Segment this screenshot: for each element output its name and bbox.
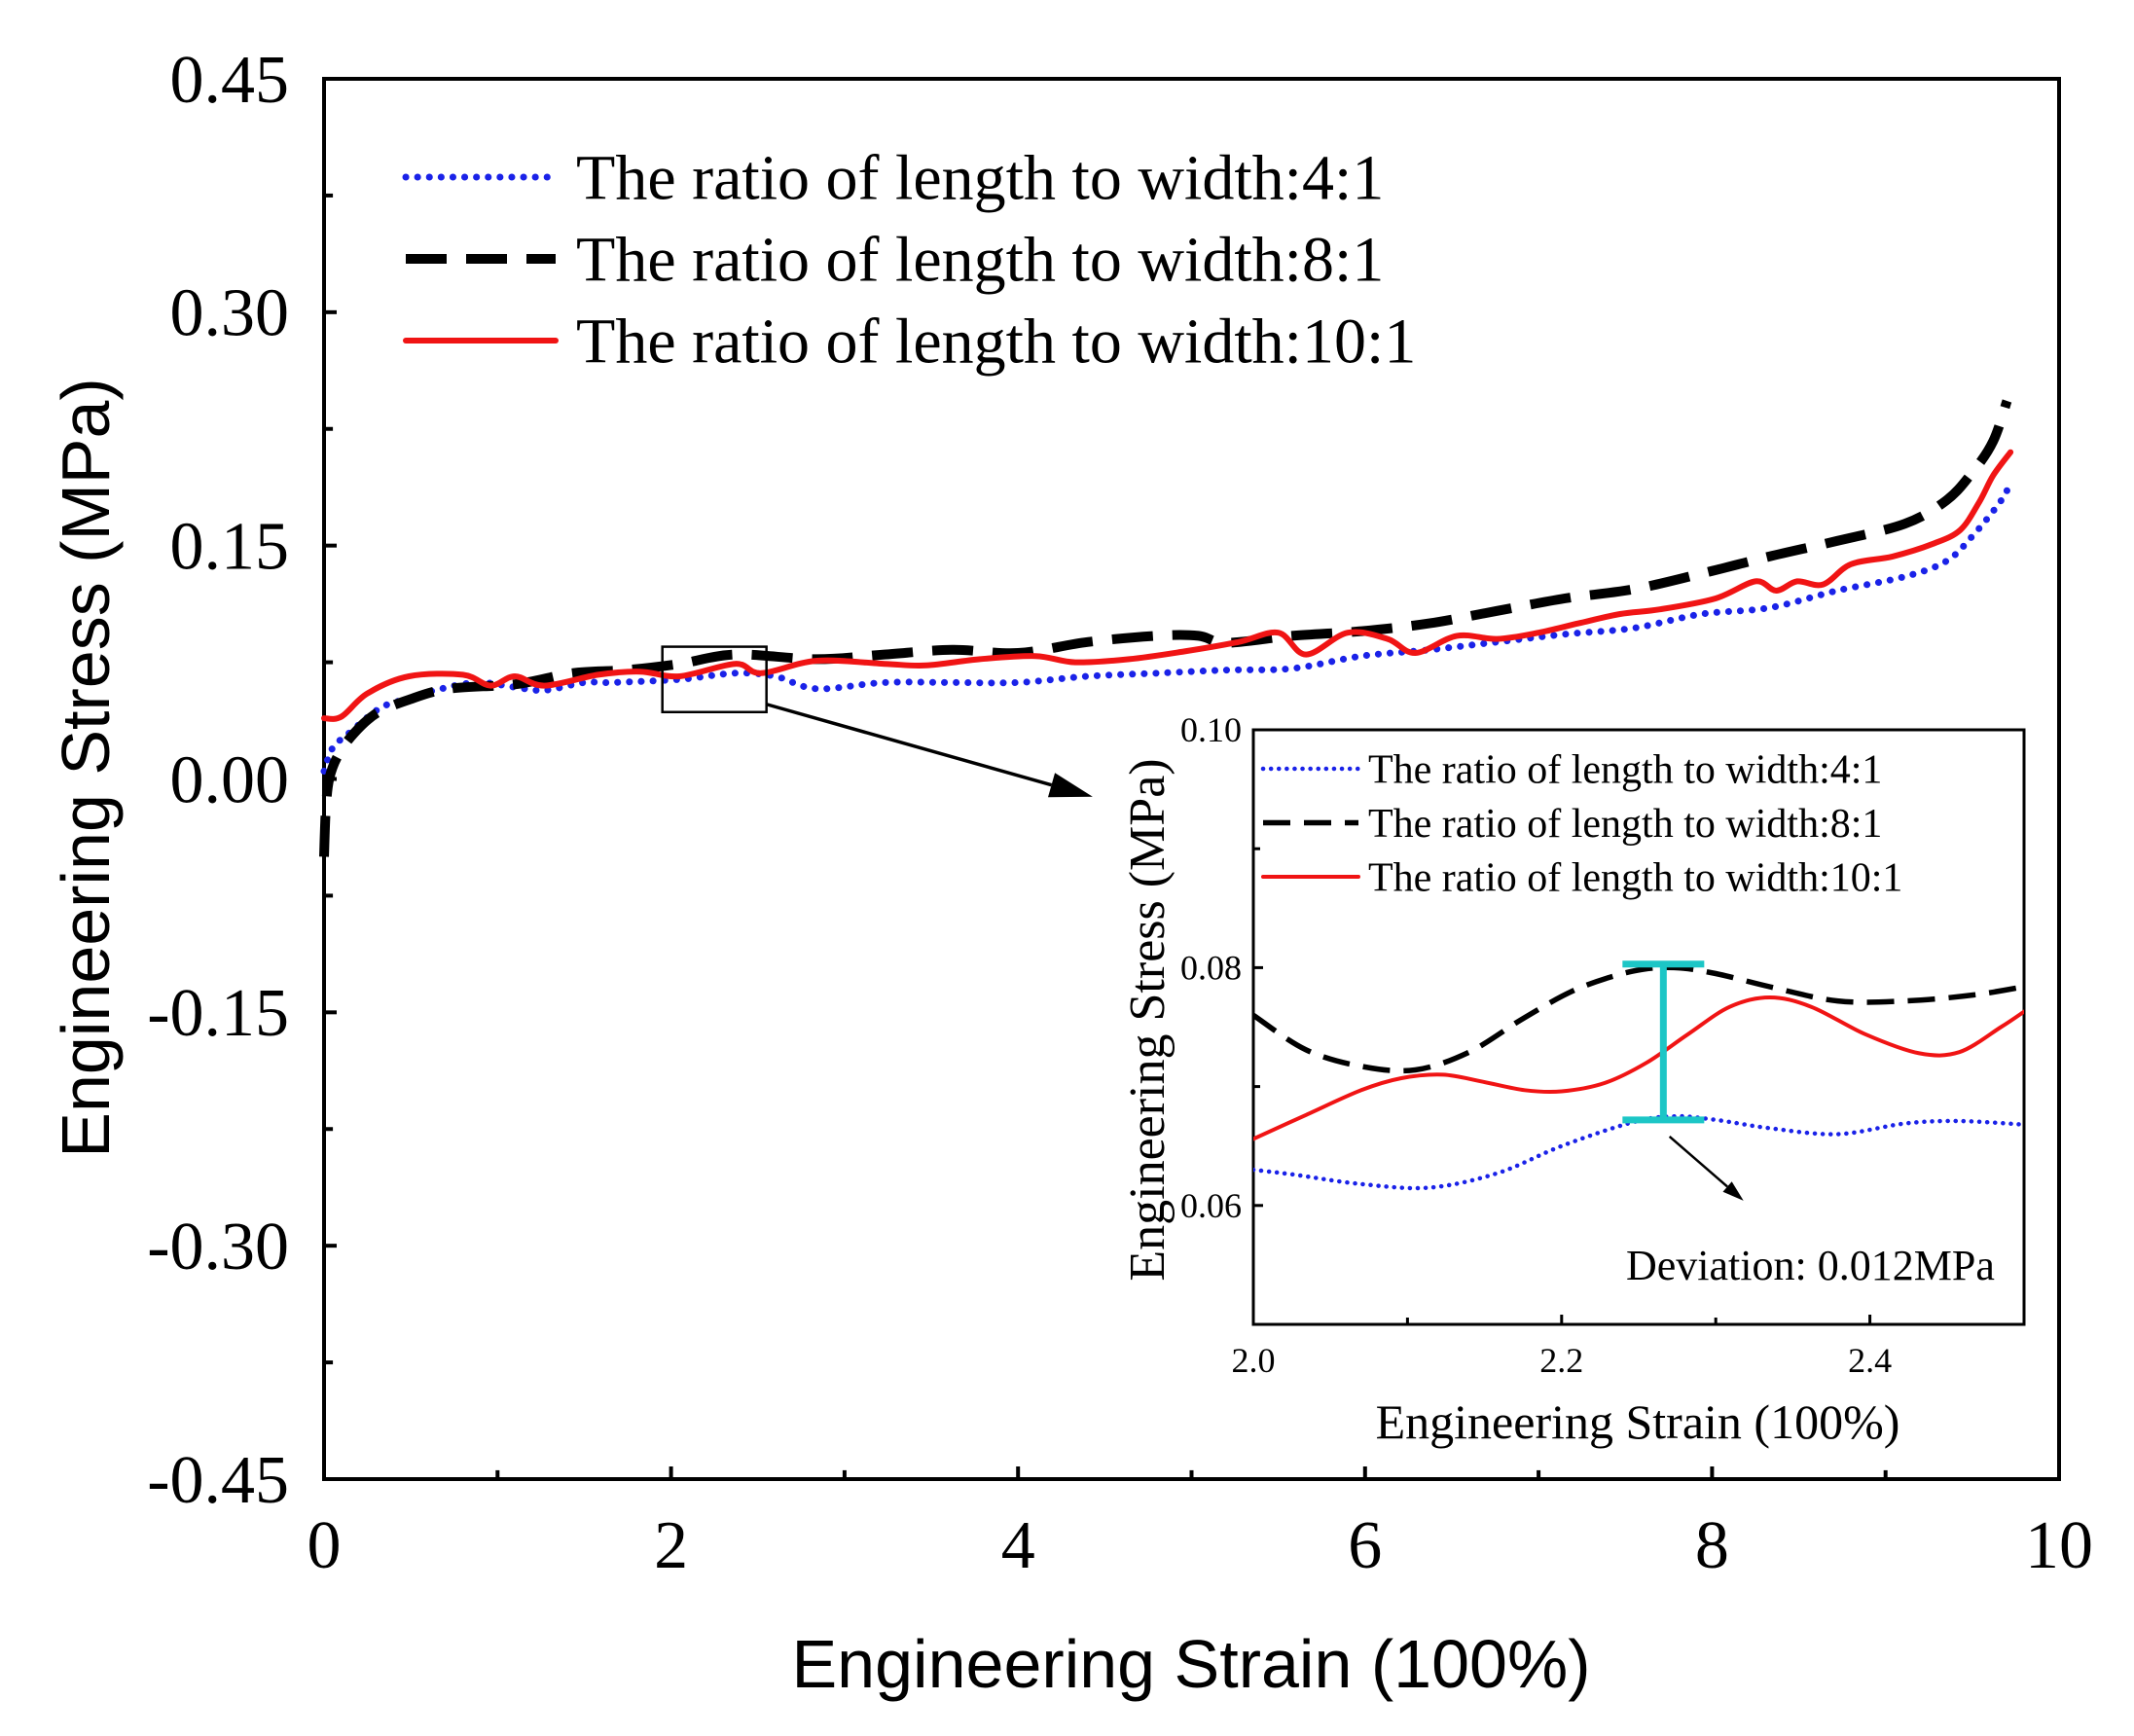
main-y-tick-label: 0.00 — [170, 742, 290, 817]
inset-legend-label: The ratio of length to width:8:1 — [1368, 802, 1882, 847]
inset-x-axis-title: Engineering Strain (100%) — [1376, 1394, 1900, 1449]
inset-deviation-annotation: Deviation: 0.012MPa — [1626, 1242, 1995, 1289]
main-zoom-arrow-shaft — [766, 703, 1053, 787]
inset-series-line-8to1 — [1253, 964, 2024, 1074]
inset-deviation-arrow-shaft — [1668, 1135, 1728, 1188]
main-zoom-box — [661, 645, 768, 713]
main-chart: 0.45 0.30 0.15 0.00 -0.15 -0.30 -0.450 2 4 6 8 10 Th… — [48, 43, 2093, 1702]
main-y-tick-label: -0.45 — [147, 1443, 289, 1518]
main-legend-label: The ratio of length to width:4:1 — [576, 142, 1384, 213]
inset-chart: 0.10 0.08 0.06 2.0 2.2 2.4 The ratio of length… — [1120, 710, 2026, 1449]
inset-legend-label: The ratio of length to width:4:1 — [1368, 747, 1882, 792]
inset-y-tick-label: 0.06 — [1180, 1186, 1242, 1225]
inset-x-tick-label: 2.0 — [1232, 1341, 1276, 1380]
main-x-tick-label: 8 — [1695, 1508, 1729, 1583]
main-legend-label: The ratio of length to width:8:1 — [576, 224, 1384, 295]
main-y-tick-label: 0.45 — [170, 43, 290, 118]
inset-deviation-arrow-head — [1722, 1181, 1744, 1201]
main-y-tick-label: -0.30 — [147, 1210, 289, 1284]
main-series-group — [319, 399, 2014, 857]
inset-legend-label: The ratio of length to width:10:1 — [1368, 855, 1902, 900]
main-legend-label: The ratio of length to width:10:1 — [576, 306, 1416, 377]
inset-x-tick-label: 2.4 — [1848, 1341, 1892, 1380]
inset-x-tick-label: 2.2 — [1539, 1341, 1583, 1380]
main-y-tick-label: -0.15 — [147, 976, 289, 1051]
main-x-tick-label: 0 — [307, 1508, 342, 1583]
inset-series-line-10to1 — [1253, 995, 2024, 1141]
main-x-axis-title: Engineering Strain (100%) — [791, 1626, 1590, 1702]
main-series-line-10to1 — [321, 449, 2014, 722]
main-series-line-8to1 — [319, 399, 2012, 857]
main-y-tick-label: 0.15 — [170, 509, 290, 584]
main-x-tick-label: 6 — [1348, 1508, 1382, 1583]
main-x-tick-label: 4 — [1001, 1508, 1035, 1583]
inset-y-tick-label: 0.10 — [1180, 710, 1242, 749]
main-x-tick-label: 10 — [2025, 1508, 2093, 1583]
inset-y-tick-label: 0.08 — [1180, 949, 1242, 988]
main-y-tick-label: 0.30 — [170, 276, 290, 351]
main-y-axis-title: Engineering Stress (MPa) — [48, 378, 124, 1157]
inset-y-axis-title: Engineering Stress (MPa) — [1120, 758, 1176, 1281]
main-x-tick-label: 2 — [654, 1508, 688, 1583]
inset-plot-frame — [1251, 728, 2026, 1326]
main-zoom-arrow-head — [1047, 773, 1093, 798]
